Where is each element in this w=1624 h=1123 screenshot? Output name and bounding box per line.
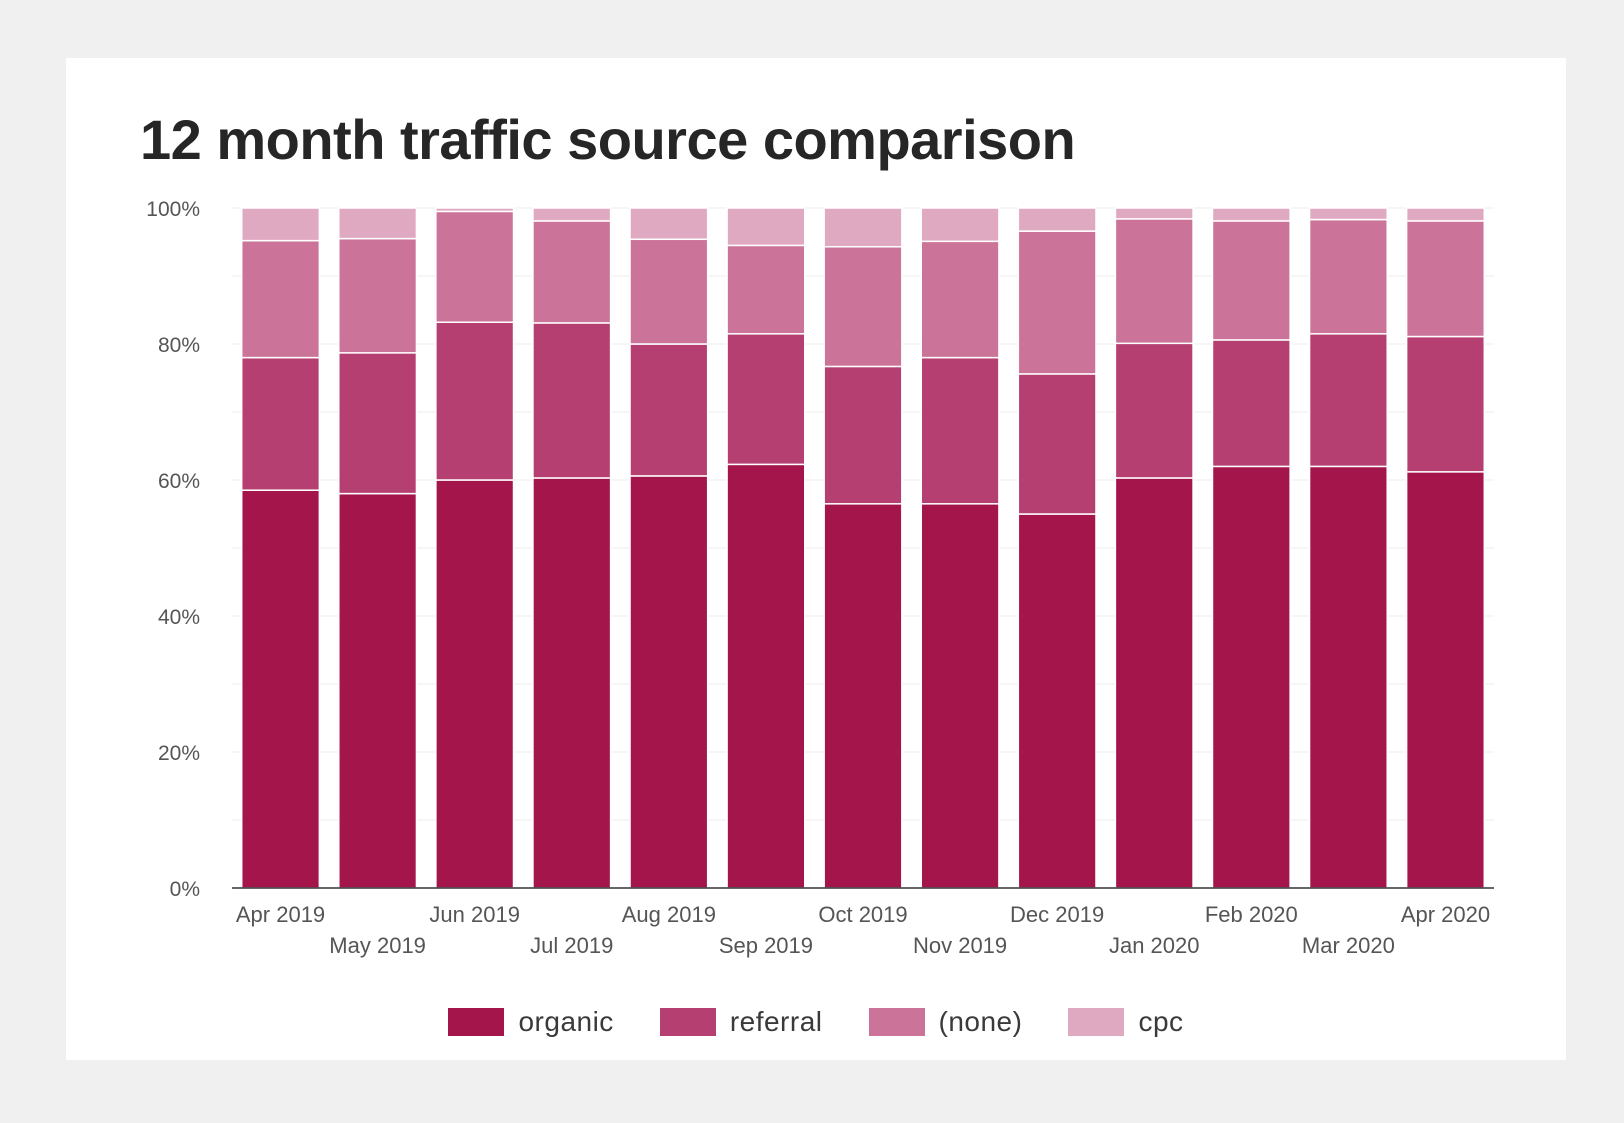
bar-segment-cpc-1 bbox=[338, 207, 418, 240]
chart-card: 12 month traffic source comparison 0% 20%… bbox=[66, 58, 1566, 1060]
y-tick-label: 20% bbox=[158, 742, 200, 765]
bar-segment-cpc-12 bbox=[1405, 207, 1486, 222]
legend-swatch bbox=[868, 1008, 925, 1036]
legend: organic referral (none) cpc bbox=[66, 1006, 1566, 1038]
legend-swatch bbox=[448, 1008, 505, 1036]
bar-segment-organic-3 bbox=[532, 477, 612, 889]
legend-label: referral bbox=[729, 1006, 823, 1037]
bar-segment-organic-5 bbox=[726, 463, 806, 889]
bar-segment-organic-4 bbox=[629, 475, 709, 889]
bar-segment-referral-2 bbox=[435, 321, 515, 481]
bar-segment-none-3 bbox=[532, 220, 612, 324]
y-tick-label: 0% bbox=[170, 878, 200, 901]
bar-segment-referral-7 bbox=[920, 356, 1000, 505]
bar-segment-cpc-4 bbox=[629, 207, 709, 241]
bar-segment-organic-7 bbox=[920, 503, 1000, 889]
legend-item: (none) bbox=[868, 1006, 1023, 1038]
bar-segment-cpc-5 bbox=[726, 207, 806, 247]
bar-segment-none-10 bbox=[1211, 220, 1291, 341]
bar-segment-referral-5 bbox=[726, 333, 806, 466]
bar-segment-referral-9 bbox=[1114, 342, 1194, 479]
x-tick-label: Jul 2019 bbox=[530, 933, 613, 958]
bar-segment-referral-10 bbox=[1211, 339, 1291, 468]
bar-segment-cpc-2 bbox=[435, 207, 515, 213]
legend-label: cpc bbox=[1138, 1006, 1184, 1037]
x-tick-label: Jan 2020 bbox=[1109, 933, 1200, 958]
bar-segment-organic-2 bbox=[435, 479, 515, 889]
bar-segment-organic-9 bbox=[1114, 477, 1194, 889]
bar-segment-none-2 bbox=[435, 210, 515, 323]
x-tick-label: Apr 2019 bbox=[236, 902, 325, 927]
bar-segment-organic-12 bbox=[1405, 471, 1486, 889]
bar-segment-cpc-0 bbox=[240, 207, 321, 242]
legend-swatch bbox=[659, 1008, 716, 1036]
bar-segment-none-9 bbox=[1114, 218, 1194, 345]
y-tick-label: 40% bbox=[158, 606, 200, 629]
x-tick-label: Mar 2020 bbox=[1302, 933, 1395, 958]
bar-segment-referral-11 bbox=[1308, 333, 1388, 468]
bar-segment-cpc-10 bbox=[1211, 207, 1291, 222]
chart-title: 12 month traffic source comparison bbox=[140, 108, 1076, 171]
bar-segment-referral-8 bbox=[1017, 373, 1097, 515]
bar-segment-none-5 bbox=[726, 244, 806, 335]
y-tick-label: 100% bbox=[146, 198, 200, 221]
x-tick-label: Nov 2019 bbox=[913, 933, 1007, 958]
bar-segment-cpc-9 bbox=[1114, 207, 1194, 220]
x-tick-label: Oct 2019 bbox=[818, 902, 907, 927]
bar-segment-referral-3 bbox=[532, 322, 612, 479]
x-tick-label: Feb 2020 bbox=[1205, 902, 1298, 927]
bar-segment-none-11 bbox=[1308, 218, 1388, 335]
y-tick-label: 60% bbox=[158, 470, 200, 493]
x-tick-label: Sep 2019 bbox=[719, 933, 813, 958]
bar-segment-none-12 bbox=[1405, 220, 1486, 338]
bar-segment-cpc-7 bbox=[920, 207, 1000, 243]
bar-segment-referral-0 bbox=[240, 356, 321, 491]
bar-segment-none-7 bbox=[920, 240, 1000, 359]
bar-segment-organic-8 bbox=[1017, 513, 1097, 889]
bar-segment-referral-4 bbox=[629, 343, 709, 477]
legend-item: referral bbox=[659, 1006, 823, 1038]
bar-segment-none-8 bbox=[1017, 230, 1097, 375]
bar-segment-organic-1 bbox=[338, 492, 418, 889]
bar-segment-cpc-3 bbox=[532, 207, 612, 222]
bar-segment-none-4 bbox=[629, 238, 709, 345]
legend-item: organic bbox=[448, 1006, 613, 1038]
legend-swatch bbox=[1068, 1008, 1125, 1036]
x-tick-label: Dec 2019 bbox=[1010, 902, 1104, 927]
bar-segment-organic-0 bbox=[240, 489, 321, 889]
y-tick-label: 80% bbox=[158, 334, 200, 357]
bar-segment-referral-1 bbox=[338, 352, 418, 495]
legend-label: (none) bbox=[938, 1006, 1023, 1037]
x-tick-label: May 2019 bbox=[329, 933, 426, 958]
x-tick-label: Jun 2019 bbox=[429, 902, 520, 927]
bar-segment-none-6 bbox=[823, 246, 903, 368]
bar-segment-referral-6 bbox=[823, 365, 903, 505]
x-tick-label: Apr 2020 bbox=[1401, 902, 1490, 927]
x-tick-label: Aug 2019 bbox=[622, 902, 716, 927]
legend-item: cpc bbox=[1068, 1006, 1183, 1038]
bar-segment-referral-12 bbox=[1405, 335, 1486, 473]
bar-segment-cpc-8 bbox=[1017, 207, 1097, 232]
bar-segment-organic-6 bbox=[823, 503, 903, 889]
legend-label: organic bbox=[518, 1006, 614, 1037]
bar-segment-organic-10 bbox=[1211, 465, 1291, 889]
bar-segment-organic-11 bbox=[1308, 465, 1388, 889]
bar-segment-none-0 bbox=[240, 239, 321, 359]
bar-segment-cpc-6 bbox=[823, 207, 903, 248]
bar-segment-cpc-11 bbox=[1308, 207, 1388, 221]
bar-segment-none-1 bbox=[338, 237, 418, 354]
